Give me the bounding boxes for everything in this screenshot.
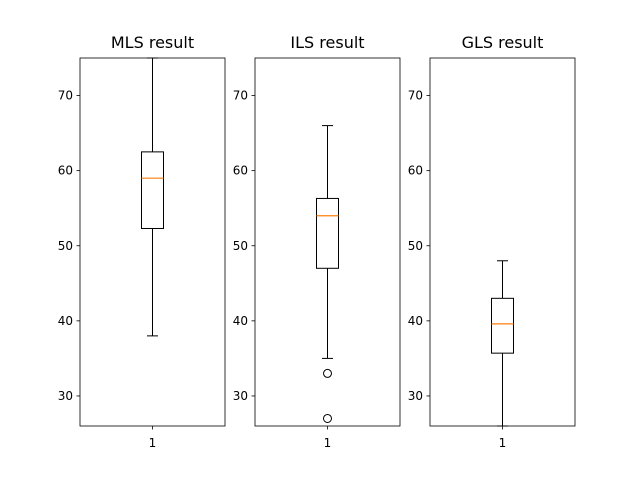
- outlier-point: [323, 413, 332, 423]
- y-tick-label: 60: [233, 164, 248, 178]
- y-tick-label: 30: [233, 389, 248, 403]
- subplot-gls: GLS result 1 30 40 50 60 70: [408, 33, 576, 450]
- box: [141, 151, 164, 229]
- x-tick-label: 1: [499, 436, 507, 450]
- axes-frame: [429, 57, 576, 427]
- y-tick-label: 40: [233, 314, 248, 328]
- subplot-title: GLS result: [462, 33, 544, 52]
- y-tick-label: 40: [408, 314, 423, 328]
- y-tick-label: 70: [408, 89, 423, 103]
- subplot-ils: ILS result 1 30 40 50 60 70: [233, 33, 401, 450]
- axes-frame: [79, 57, 226, 427]
- y-tick-label: 60: [408, 164, 423, 178]
- y-tick-label: 40: [58, 314, 73, 328]
- subplot-title: ILS result: [290, 33, 364, 52]
- y-tick-label: 50: [58, 239, 73, 253]
- axes-frame: [254, 57, 401, 427]
- x-tick-label: 1: [324, 436, 332, 450]
- outlier-point: [323, 368, 332, 378]
- box: [316, 197, 339, 269]
- y-tick-label: 50: [408, 239, 423, 253]
- y-tick-label: 30: [408, 389, 423, 403]
- y-tick-label: 70: [233, 89, 248, 103]
- subplot-mls: MLS result 1 30 40 50 60 70: [58, 33, 226, 450]
- box: [491, 297, 514, 354]
- y-tick-label: 70: [58, 89, 73, 103]
- y-tick-label: 50: [233, 239, 248, 253]
- subplot-title: MLS result: [111, 33, 194, 52]
- y-tick-label: 60: [58, 164, 73, 178]
- x-tick-label: 1: [149, 436, 157, 450]
- y-tick-label: 30: [58, 389, 73, 403]
